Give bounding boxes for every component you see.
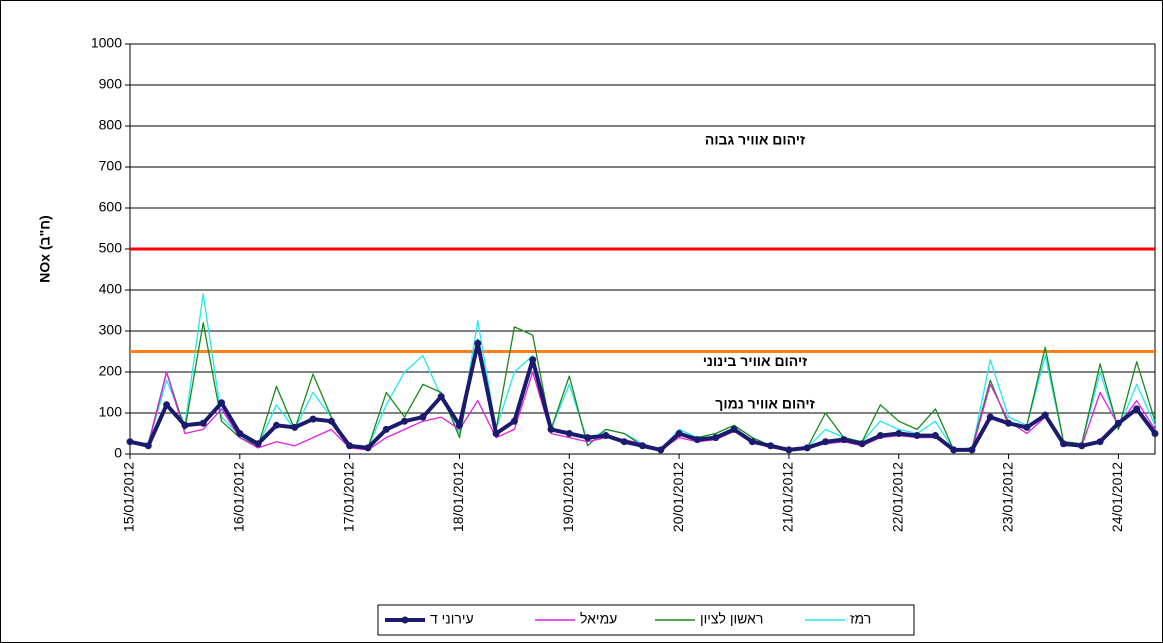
y-tick-label: 500 (99, 240, 123, 256)
series-marker (785, 446, 793, 454)
legend-label: ראשון לציון (700, 611, 763, 627)
series-marker (858, 440, 866, 448)
series-marker (968, 446, 976, 454)
low-label: זיהום אוויר נמוך (715, 396, 814, 412)
series-marker (236, 430, 244, 437)
series-marker (913, 432, 921, 440)
x-tick-label: 16/01/2012 (231, 462, 247, 532)
x-tick-label: 17/01/2012 (340, 462, 356, 532)
series-marker (840, 436, 848, 444)
legend-label: עמיאל (580, 611, 617, 627)
series-marker (254, 440, 262, 448)
series-marker (748, 438, 756, 446)
y-tick-label: 800 (99, 117, 123, 133)
series-marker (1059, 440, 1067, 448)
series-marker (126, 438, 134, 446)
series-marker (492, 430, 500, 437)
y-tick-label: 200 (99, 363, 123, 379)
series-marker (876, 432, 884, 440)
x-tick-label: 22/01/2012 (889, 462, 905, 532)
series-marker (730, 425, 738, 433)
x-tick-label: 23/01/2012 (999, 462, 1015, 532)
series-marker (1151, 430, 1159, 437)
series-marker (309, 415, 317, 423)
series-marker (767, 442, 775, 450)
x-tick-label: 24/01/2012 (1109, 462, 1125, 532)
y-tick-label: 300 (99, 322, 123, 338)
y-tick-label: 1000 (91, 35, 122, 51)
series-marker (1114, 419, 1122, 427)
series-marker (529, 356, 537, 364)
y-tick-label: 600 (99, 199, 123, 215)
series-marker (346, 442, 354, 450)
series-marker (693, 436, 701, 444)
series-marker (474, 339, 482, 347)
series-marker (1096, 438, 1104, 446)
series-marker (199, 419, 207, 427)
series-marker (602, 432, 610, 440)
y-tick-label: 0 (114, 445, 122, 461)
y-axis-label: NOx (ח"ב) (37, 215, 53, 282)
series-marker (803, 444, 811, 452)
series-marker (1041, 411, 1049, 419)
series-marker (291, 423, 299, 431)
threshold-label: זיהום אוויר בינוני (703, 353, 808, 369)
series-marker (327, 417, 335, 425)
x-tick-label: 21/01/2012 (780, 462, 796, 532)
series-marker (1023, 423, 1031, 431)
series-marker (620, 438, 628, 446)
x-tick-label: 15/01/2012 (121, 462, 137, 532)
series-marker (712, 434, 720, 442)
series-marker (822, 438, 830, 446)
series-marker (986, 413, 994, 421)
series-marker (565, 430, 573, 437)
series-marker (639, 442, 646, 450)
series-marker (675, 430, 683, 437)
x-tick-label: 19/01/2012 (560, 462, 576, 532)
series-marker (895, 430, 903, 437)
x-tick-label: 18/01/2012 (450, 462, 466, 532)
series-marker (584, 434, 592, 442)
series-marker (1005, 419, 1013, 427)
series-marker (144, 442, 152, 450)
y-tick-label: 400 (99, 281, 123, 297)
y-tick-label: 900 (99, 76, 123, 92)
series-marker (1133, 405, 1141, 413)
series-marker (1078, 442, 1086, 450)
series-marker (163, 401, 171, 409)
y-tick-label: 700 (99, 158, 123, 174)
legend-label: עירוני ד (430, 611, 474, 627)
y-tick-label: 100 (99, 404, 123, 420)
series-marker (272, 421, 280, 429)
series-marker (382, 425, 390, 433)
legend-label: רמז (850, 611, 871, 627)
series-marker (510, 417, 518, 425)
series-marker (657, 446, 665, 454)
threshold-label: זיהום אוויר גבוה (705, 132, 805, 148)
series-marker (181, 421, 189, 429)
series-marker (218, 399, 226, 407)
series-marker (437, 393, 445, 401)
series-marker (455, 421, 463, 429)
legend-marker (401, 616, 409, 624)
series-marker (931, 432, 939, 440)
series-marker (419, 413, 427, 421)
series-marker (950, 446, 958, 454)
series-marker (364, 444, 372, 452)
x-tick-label: 20/01/2012 (670, 462, 686, 532)
series-marker (547, 425, 555, 433)
series-marker (401, 417, 409, 425)
